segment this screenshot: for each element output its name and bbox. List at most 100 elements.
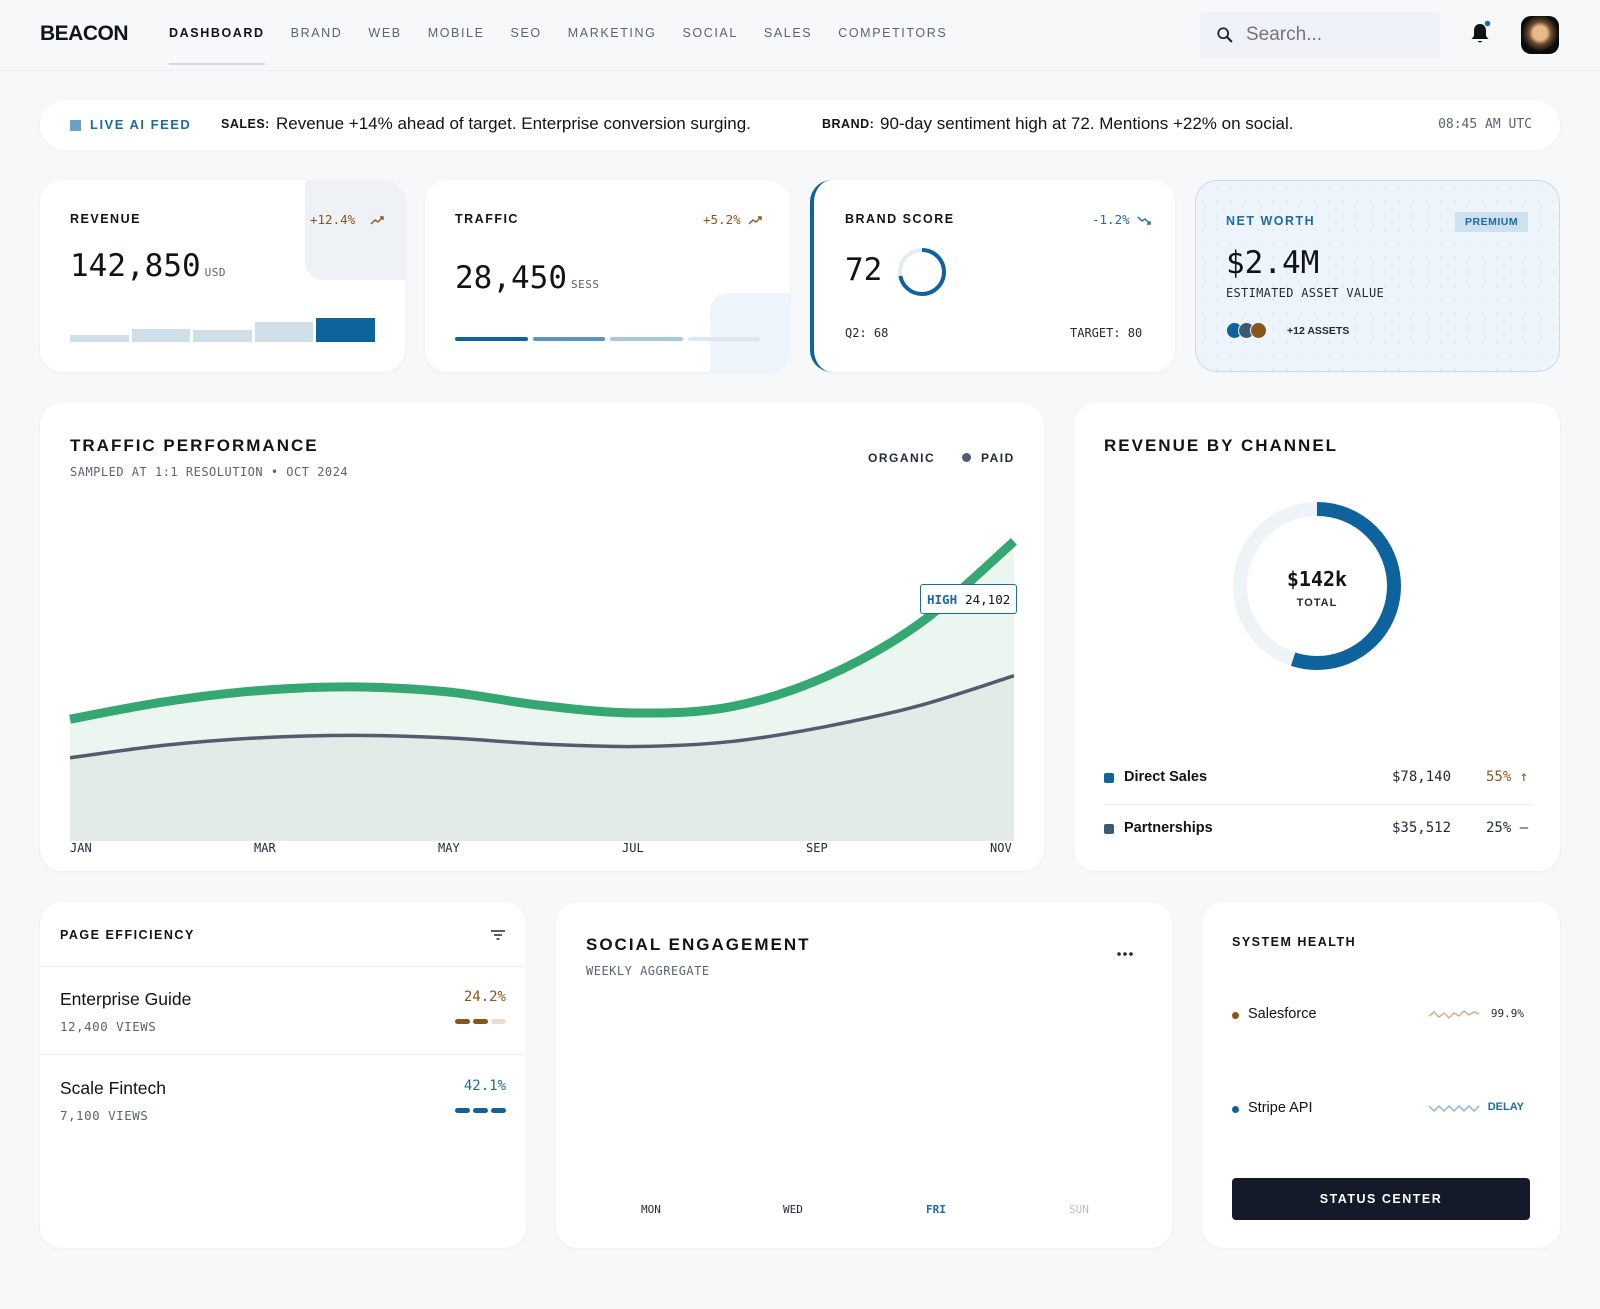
nav-brand[interactable]: BRAND [290, 26, 343, 40]
page-pct: 24.2% [463, 989, 506, 1005]
more-icon[interactable] [1117, 951, 1133, 957]
nav-marketing[interactable]: MARKETING [567, 26, 657, 40]
page-views: 12,400 VIEWS [60, 1019, 157, 1034]
asset-avatars [1226, 322, 1286, 340]
premium-badge: PREMIUM [1455, 212, 1529, 232]
revenue-sparkbars [70, 318, 375, 342]
revenue-number: 142,850 [70, 248, 201, 284]
segment [687, 337, 760, 341]
segment [455, 337, 528, 341]
top-header: BEACON DASHBOARD BRAND WEB MOBILE SEO MA… [0, 0, 1600, 71]
channel-amount: $78,140 [1392, 769, 1452, 785]
asset-dot [1250, 322, 1267, 339]
nav-mobile[interactable]: MOBILE [427, 26, 485, 40]
system-health-title: SYSTEM HEALTH [1232, 935, 1357, 949]
trend-up-icon [748, 216, 762, 225]
tooltip-label: HIGH [927, 591, 958, 607]
feed-key-sales: SALES: [221, 117, 270, 131]
feed-text-brand: 90-day sentiment high at 72. Mentions +2… [880, 114, 1294, 133]
nav-seo[interactable]: SEO [510, 26, 542, 40]
feed-label: LIVE AI FEED [90, 117, 192, 132]
bell-icon[interactable] [1468, 20, 1492, 46]
x-label-may: MAY [438, 841, 460, 855]
page-score-bars [455, 1019, 506, 1024]
card-accent-shape [305, 180, 405, 280]
segment [610, 337, 683, 341]
nav-competitors[interactable]: COMPETITORS [838, 26, 948, 40]
score-bar [491, 1108, 506, 1113]
channel-row-partnerships[interactable]: Partnerships $35,512 25% — [1104, 806, 1532, 856]
logo[interactable]: BEACON [40, 22, 129, 45]
nav-social[interactable]: SOCIAL [682, 26, 738, 40]
brand-score-value: 72 [845, 252, 883, 288]
net-worth-card[interactable]: NET WORTH PREMIUM $2.4M ESTIMATED ASSET … [1195, 180, 1560, 372]
channel-dot [1104, 824, 1114, 834]
score-bar [473, 1019, 488, 1024]
channel-title: REVENUE BY CHANNEL [1104, 436, 1339, 455]
score-bar [455, 1019, 470, 1024]
brand-label: BRAND SCORE [845, 212, 955, 226]
channel-row-direct-sales[interactable]: Direct Sales $78,140 55% ↑ [1104, 755, 1532, 805]
search-box[interactable] [1200, 12, 1440, 58]
traffic-progress-segments [455, 337, 760, 341]
feed-text-sales: Revenue +14% ahead of target. Enterprise… [276, 114, 751, 133]
social-title: SOCIAL ENGAGEMENT [586, 935, 811, 954]
filter-icon[interactable] [490, 929, 506, 941]
service-row-stripe[interactable]: Stripe API DELAY [1232, 1096, 1524, 1126]
traffic-area-chart[interactable] [40, 403, 1044, 871]
search-input[interactable] [1246, 24, 1426, 46]
nav-sales[interactable]: SALES [763, 26, 813, 40]
donut-total-label: TOTAL [1296, 597, 1338, 609]
live-ai-feed: LIVE AI FEED SALES: Revenue +14% ahead o… [40, 100, 1560, 150]
brand-score-card[interactable]: BRAND SCORE -1.2% 72 Q2: 68 TARGET: 80 [810, 180, 1175, 372]
feed-time: 08:45 AM UTC [1438, 117, 1532, 132]
nav-dashboard[interactable]: DASHBOARD [169, 26, 265, 66]
legend-paid[interactable]: PAID [981, 451, 1015, 465]
line-paid[interactable] [69, 674, 1015, 760]
x-label-jul: JUL [622, 841, 644, 855]
tooltip-value: 24,102 [965, 591, 1011, 607]
service-value: DELAY [1487, 1101, 1524, 1113]
traffic-unit: SESS [570, 278, 600, 291]
service-value: 99.9% [1490, 1007, 1524, 1020]
page-row-enterprise-guide[interactable]: Enterprise Guide 12,400 VIEWS 24.2% [40, 967, 526, 1055]
page-pct: 42.1% [463, 1078, 506, 1094]
page-row-scale-fintech[interactable]: Scale Fintech 7,100 VIEWS 42.1% [40, 1056, 526, 1144]
arrow-up-icon: ↑ [1519, 769, 1529, 785]
networth-value: $2.4M [1226, 245, 1320, 281]
networth-label: NET WORTH [1226, 214, 1316, 228]
legend-paid-dot [962, 453, 971, 462]
traffic-chart-title: TRAFFIC PERFORMANCE [70, 436, 319, 455]
page-score-bars [455, 1108, 506, 1113]
avatar[interactable] [1521, 16, 1559, 54]
trend-up-icon [370, 216, 384, 225]
x-label-jan: JAN [70, 841, 92, 855]
salesforce-sparkline [1428, 1009, 1480, 1020]
nav-web[interactable]: WEB [368, 26, 402, 40]
revenue-bar [254, 321, 314, 342]
channel-name: Direct Sales [1124, 769, 1208, 785]
line-organic[interactable] [69, 538, 1017, 724]
revenue-bar [316, 318, 375, 342]
score-bar [455, 1108, 470, 1113]
revenue-card[interactable]: REVENUE +12.4% 142,850 USD [40, 180, 405, 372]
traffic-chart-subtitle: SAMPLED AT 1:1 RESOLUTION • OCT 2024 [70, 465, 349, 479]
traffic-card[interactable]: TRAFFIC +5.2% 28,450 SESS [425, 180, 790, 372]
brand-target: TARGET: 80 [1070, 326, 1143, 340]
status-center-button[interactable]: STATUS CENTER [1232, 1178, 1530, 1220]
revenue-bar [70, 334, 129, 342]
segment [532, 337, 605, 341]
revenue-unit: USD [204, 266, 227, 279]
channel-name: Partnerships [1124, 820, 1213, 836]
service-row-salesforce[interactable]: Salesforce 99.9% [1232, 1002, 1524, 1032]
legend-organic[interactable]: ORGANIC [868, 451, 936, 465]
channel-pct: 55% ↑ [1486, 769, 1528, 785]
revenue-donut[interactable] [1227, 496, 1407, 676]
page-name: Scale Fintech [60, 1078, 167, 1098]
channel-pct-value: 55% [1486, 769, 1512, 785]
traffic-delta: +5.2% [703, 212, 741, 227]
divider [40, 966, 526, 967]
score-bar [491, 1019, 506, 1024]
status-dot [1232, 1012, 1239, 1019]
channel-amount: $35,512 [1392, 820, 1452, 836]
